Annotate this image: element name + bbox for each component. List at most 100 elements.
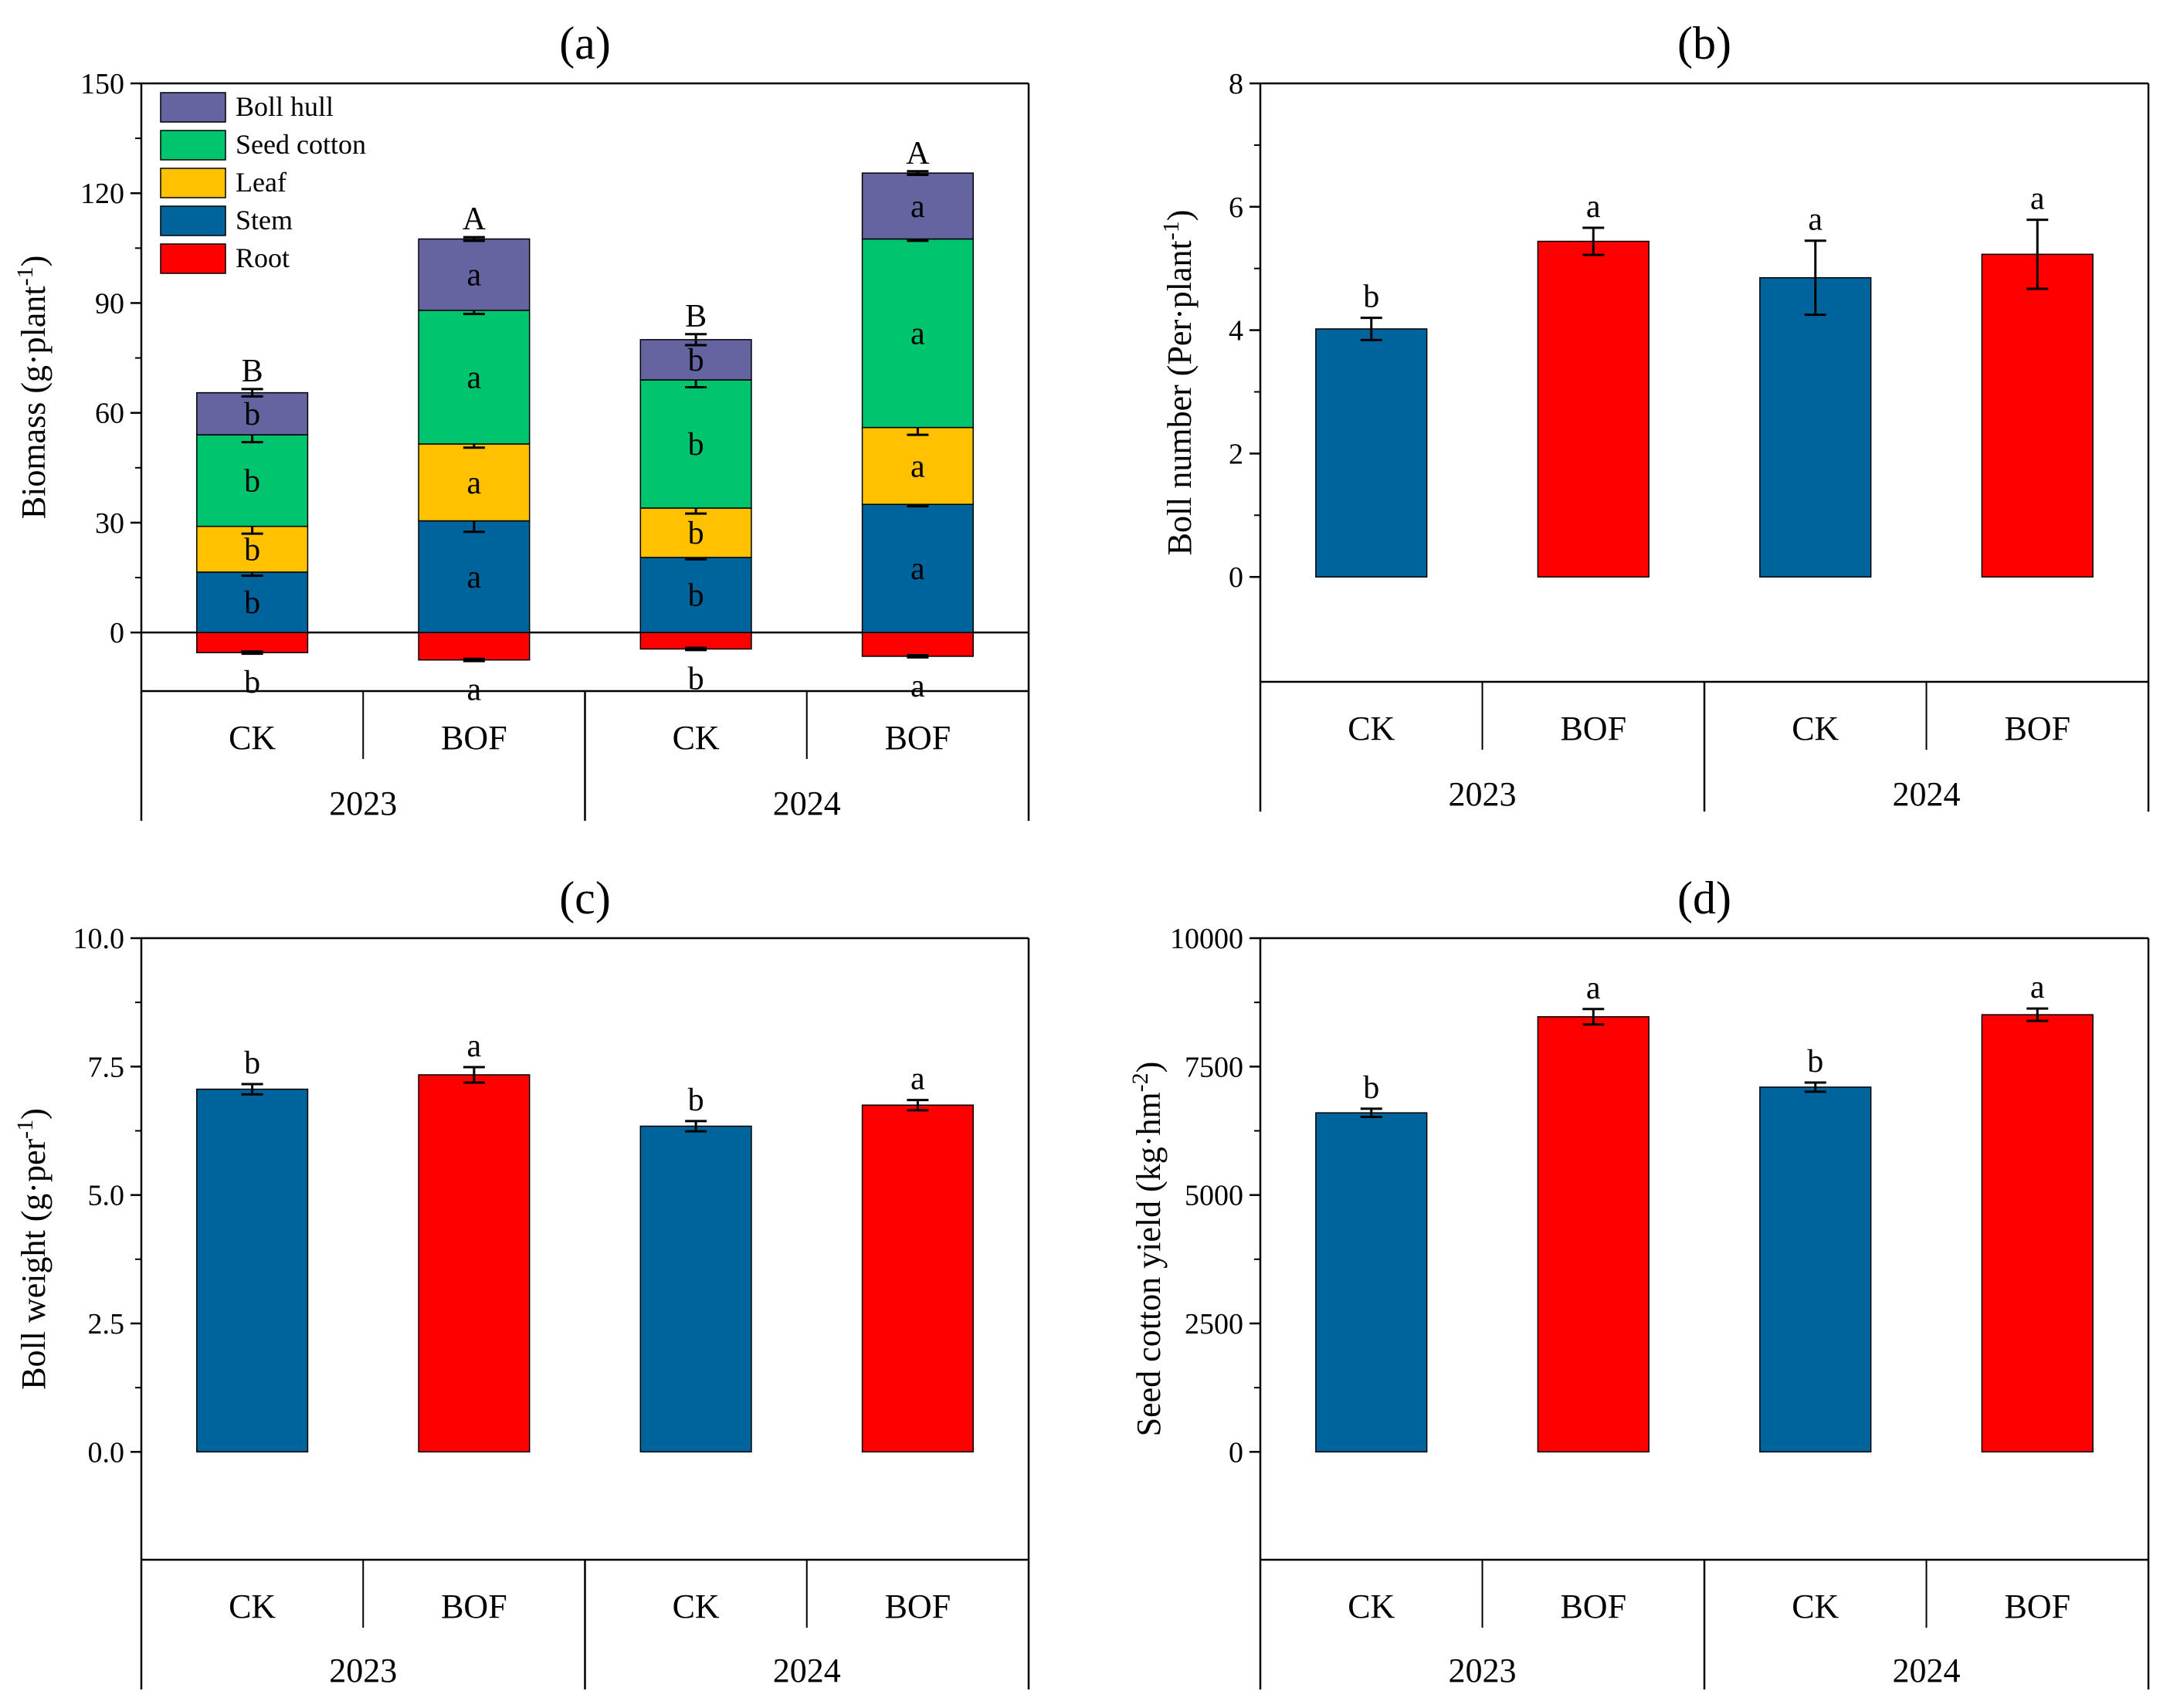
y-axis-label-end: ) [1130,1062,1168,1073]
bar-leaf [418,443,531,522]
significance-letter: b [688,1083,704,1118]
y-axis-label-text: Boll weight (g·per [15,1138,53,1389]
y-tick-label: 7500 [1185,1051,1243,1083]
panel-c: 0.0 2.5 5.0 7.5 10.0 CK BOF CK BOF 2023 2024 (c) Bol… [12,873,1030,1689]
category-label: BOF [1560,1588,1626,1625]
y-tick-label: 8 [1229,68,1243,100]
bar-seed-cotton [639,379,752,509]
letter-stem: a [467,560,482,595]
bar-seed-cotton [196,434,309,527]
group-label: 2023 [1449,1652,1517,1689]
panel-a: 0 30 60 90 120 150 CK BOF CK BOF 2023 2024 (a) Biomas… [12,18,1030,822]
category-label: BOF [2004,1588,2070,1625]
significance-letter: b [1807,1044,1823,1079]
category-label: CK [229,719,276,757]
bar [1315,1112,1428,1453]
legend-swatch-stem [160,205,226,236]
letter-total: B [242,354,263,389]
bar [1981,1014,2094,1453]
y-axis-label: Seed cotton yield (kg·hm-2) [1127,1062,1168,1437]
letter-root: b [244,665,260,700]
category-label: BOF [441,1588,507,1625]
y-axis-label: Boll number (Per·plant-1) [1158,210,1199,556]
panel-d: 0 2500 5000 7500 10000 CK BOF CK BOF 2023 2024 (d) S… [1127,873,2150,1689]
letter-seed-cotton: b [688,427,704,463]
bar [1981,253,2094,578]
category-label: CK [1348,1588,1395,1625]
y-axis-label-end: ) [15,1108,53,1120]
bar-root [639,632,752,650]
y-axis-label-text: Seed cotton yield (kg·hm [1130,1092,1168,1436]
y-tick-label: 4 [1229,315,1243,347]
bar-seed-cotton [418,310,531,445]
legend-swatch-seed-cotton [160,130,226,161]
panel-title: (b) [1677,18,1731,69]
panel-title: (c) [559,873,611,923]
group-label: 2024 [773,1652,841,1689]
bar-seed-cotton [861,238,974,429]
bar-root [196,632,309,653]
y-axis-label-end: ) [1161,210,1199,222]
significance-letter: a [2030,181,2045,217]
bar [1315,328,1428,578]
y-axis-label-superscript: -1 [12,266,38,286]
group-label: 2024 [1893,1652,1961,1689]
y-tick-label: 5.0 [88,1180,125,1212]
legend-label: Stem [236,205,293,236]
legend-label: Boll hull [236,91,334,122]
letter-leaf: a [467,466,482,501]
y-tick-label: 60 [95,398,124,430]
bar-leaf [861,426,974,505]
letter-root: b [688,661,704,696]
bar [418,1074,531,1453]
legend-swatch-leaf [160,168,226,198]
y-tick-label: 2 [1229,438,1243,470]
group-label: 2023 [1449,775,1517,813]
y-tick-label: 0.0 [88,1436,125,1469]
category-label: CK [673,719,720,757]
panel-title: (d) [1677,873,1731,923]
category-label: CK [1792,710,1839,747]
bar [1537,1016,1650,1453]
y-axis-label-superscript: -1 [12,1120,38,1139]
y-tick-label: 5000 [1185,1180,1243,1212]
bar-boll-hull [639,339,752,381]
legend-swatch-boll-hull [160,92,226,123]
bar-leaf [639,507,752,558]
letter-stem: a [910,551,925,587]
panel-b: 0 2 4 6 8 CK BOF CK BOF 2023 2024 (b) Boll number (P… [1158,18,2150,813]
significance-letter: b [1363,1070,1379,1106]
letter-root: a [467,673,482,708]
significance-letter: a [1808,202,1823,238]
letter-total: A [463,202,487,237]
y-tick-label: 6 [1229,191,1243,224]
significance-letter: a [467,1029,482,1064]
significance-letter: b [244,1045,260,1081]
y-tick-label: 150 [80,68,124,100]
bar-root [418,632,531,661]
bar [861,1104,974,1453]
significance-letter: b [1363,280,1379,315]
letter-root: a [910,669,925,704]
letter-total: B [685,299,707,334]
significance-letter: a [1586,189,1601,225]
significance-letter: a [1586,971,1601,1006]
letter-boll-hull: a [910,189,925,225]
group-label: 2024 [773,785,841,822]
category-label: BOF [2004,710,2070,747]
y-tick-label: 7.5 [88,1051,125,1083]
y-axis-label-superscript: -2 [1127,1073,1153,1092]
letter-seed-cotton: a [467,360,482,395]
bar [639,1125,752,1453]
letter-stem: b [244,585,260,621]
group-label: 2023 [329,1652,397,1689]
y-axis-label-end: ) [15,256,53,267]
y-axis-label: Biomass (g·plant-1) [12,256,53,520]
panel-title: (a) [559,18,611,69]
bar-boll-hull [861,172,974,240]
bar [196,1088,309,1453]
bar [1537,240,1650,578]
group-label: 2024 [1893,775,1961,813]
y-axis-label-superscript: -1 [1158,221,1184,240]
y-tick-label: 90 [95,287,124,320]
